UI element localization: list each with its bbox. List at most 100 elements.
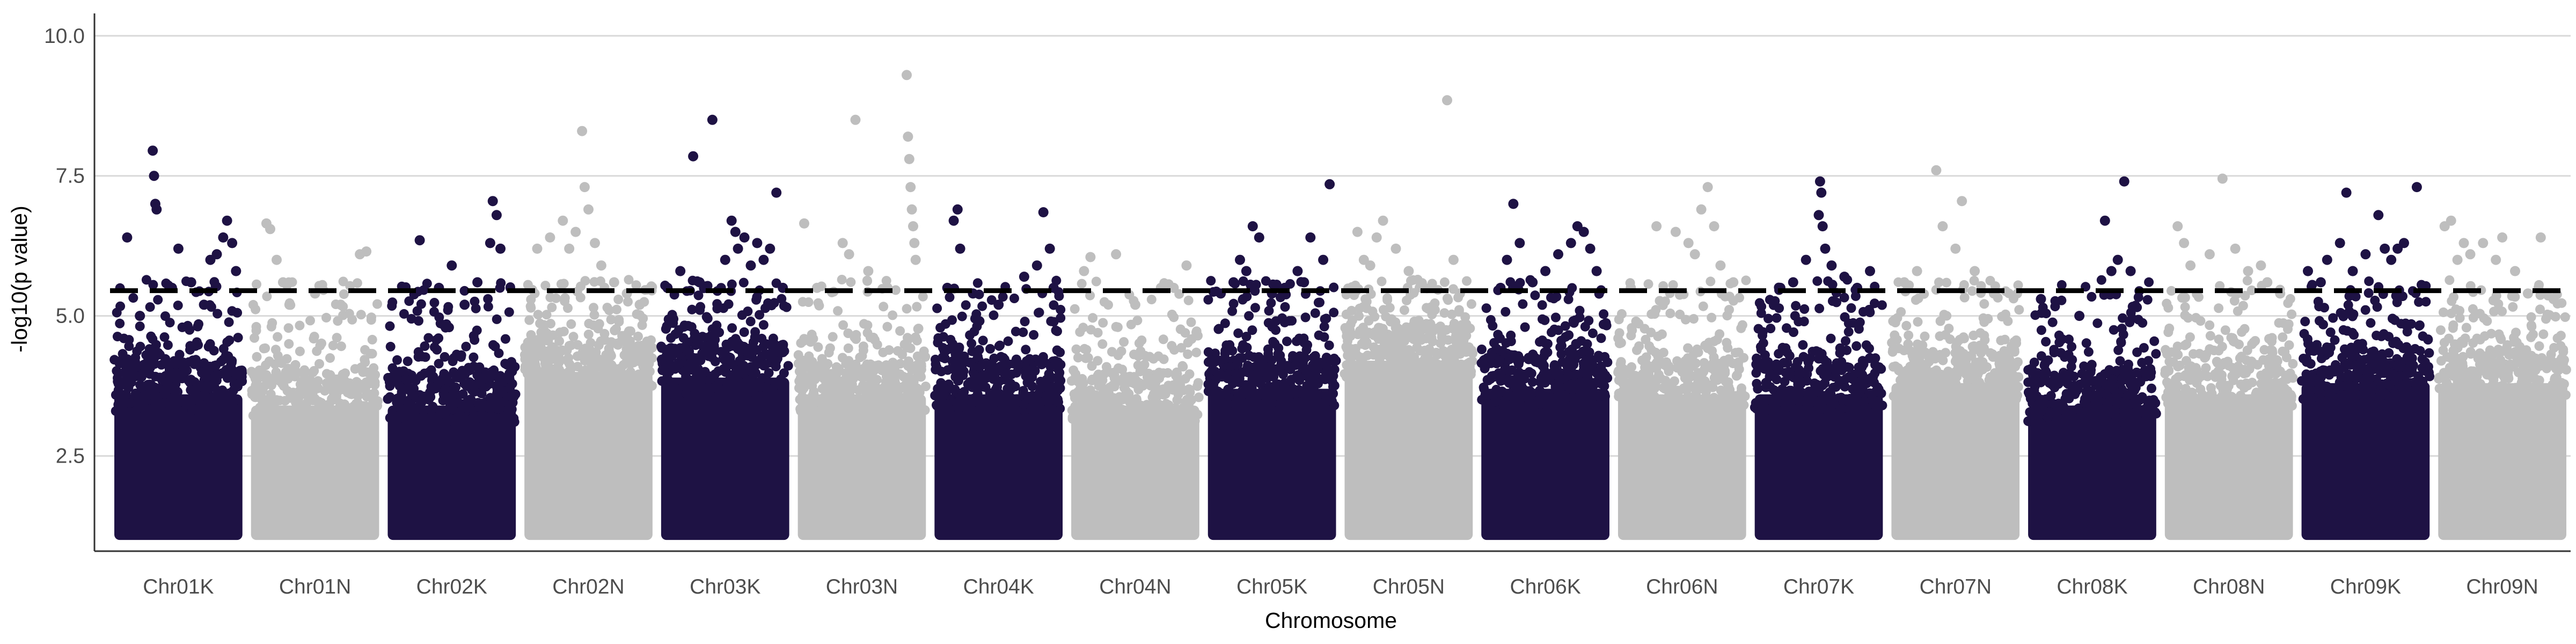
data-point: [230, 395, 240, 405]
peak-point: [948, 215, 959, 226]
data-points: [109, 70, 2571, 540]
data-point: [1835, 343, 1845, 353]
data-point: [1918, 340, 1928, 350]
data-point: [912, 351, 923, 361]
data-point: [743, 349, 753, 360]
data-point: [1009, 294, 1019, 303]
data-point: [1979, 299, 1989, 309]
peak-point: [1181, 260, 1192, 271]
peak-point: [863, 266, 874, 276]
data-point: [753, 379, 763, 389]
peak-point: [485, 238, 495, 248]
data-point: [309, 334, 319, 344]
data-point: [299, 365, 310, 375]
data-point: [123, 383, 134, 393]
data-point: [837, 275, 847, 284]
data-point: [1113, 363, 1123, 373]
data-point: [419, 285, 429, 295]
data-point: [226, 364, 237, 374]
data-point: [589, 310, 599, 320]
data-point: [2040, 398, 2050, 408]
data-point: [284, 339, 294, 349]
data-point: [370, 380, 380, 390]
data-point: [1843, 327, 1854, 337]
data-point: [145, 369, 155, 379]
data-point: [613, 384, 624, 394]
data-point: [2104, 365, 2114, 375]
data-point: [472, 370, 482, 380]
data-point: [1673, 392, 1683, 402]
data-point: [252, 352, 262, 362]
data-point: [2223, 380, 2233, 391]
peak-point: [1865, 266, 1875, 276]
data-point: [951, 357, 961, 368]
peak-point: [1514, 238, 1525, 248]
data-point: [1700, 383, 1710, 393]
data-point: [542, 328, 552, 338]
data-point: [710, 356, 720, 367]
peak-point: [583, 204, 594, 215]
data-point: [508, 398, 518, 408]
data-point: [1699, 398, 1709, 408]
data-point: [2057, 280, 2067, 290]
data-point: [1217, 372, 1227, 382]
data-point: [799, 336, 809, 346]
data-point: [838, 353, 847, 363]
data-point: [991, 384, 1001, 394]
data-point: [340, 376, 349, 386]
data-point: [325, 353, 335, 363]
data-point: [1827, 396, 1837, 406]
data-point: [259, 417, 269, 427]
peak-point: [1448, 254, 1459, 265]
data-point: [940, 353, 950, 363]
data-point: [1088, 313, 1098, 323]
peak-point: [1403, 266, 1414, 276]
data-point: [2221, 404, 2231, 414]
data-point: [570, 382, 580, 392]
data-point: [171, 368, 181, 378]
dense-points-mass: [1754, 394, 1883, 540]
data-point: [769, 298, 779, 308]
data-point: [1383, 345, 1393, 355]
data-point: [1054, 376, 1064, 386]
data-point: [1206, 276, 1216, 286]
data-point: [1488, 321, 1498, 331]
data-point: [1183, 338, 1193, 348]
data-point: [1626, 369, 1636, 379]
data-point: [1574, 349, 1584, 360]
data-point: [2147, 383, 2156, 393]
data-point: [913, 395, 924, 405]
data-point: [989, 310, 999, 320]
data-point: [696, 302, 706, 312]
data-point: [1539, 361, 1549, 371]
data-point: [1423, 304, 1433, 314]
data-point: [217, 368, 227, 378]
data-point: [2237, 327, 2247, 337]
data-point: [1056, 313, 1066, 323]
data-point: [559, 279, 569, 289]
data-point: [2160, 365, 2170, 376]
data-point: [145, 302, 155, 312]
data-point: [1944, 324, 1954, 334]
data-point: [1594, 400, 1605, 410]
peak-point: [1683, 238, 1694, 248]
data-point: [1436, 321, 1445, 332]
data-point: [295, 320, 305, 331]
peak-point: [1527, 277, 1538, 288]
data-point: [1910, 386, 1920, 397]
data-point: [691, 372, 701, 383]
data-point: [1688, 314, 1699, 324]
peak-point: [902, 70, 912, 80]
data-point: [182, 365, 192, 376]
data-point: [2231, 369, 2241, 379]
data-point: [2116, 336, 2126, 347]
data-point: [814, 406, 824, 416]
data-point: [1003, 336, 1013, 346]
data-point: [643, 369, 653, 379]
data-point: [1132, 316, 1143, 326]
data-point: [1431, 370, 1441, 380]
data-point: [1940, 391, 1950, 401]
data-point: [635, 310, 645, 320]
data-point: [1018, 386, 1028, 396]
data-point: [866, 377, 876, 387]
